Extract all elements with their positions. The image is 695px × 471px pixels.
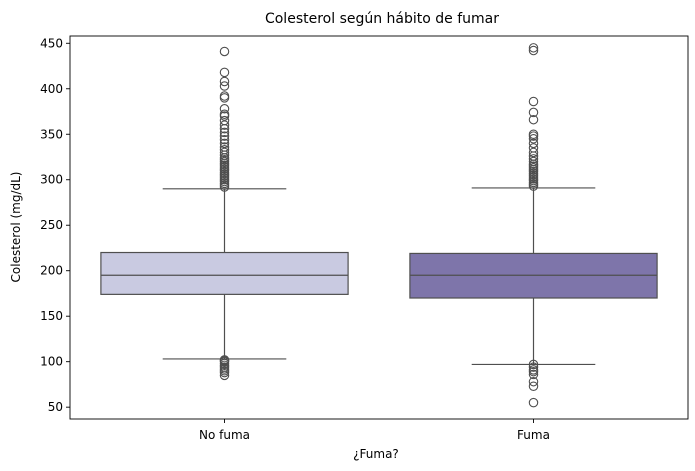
x-tick-label: Fuma <box>517 428 550 442</box>
outlier-point <box>219 120 230 130</box>
y-axis: 50 100 150 200 250 300 350 400 450 <box>40 36 70 414</box>
outlier-point <box>528 397 539 408</box>
y-tick-label: 400 <box>40 82 63 96</box>
x-axis: No fuma Fuma <box>199 419 550 442</box>
y-tick-label: 150 <box>40 309 63 323</box>
outlier-point <box>528 143 539 153</box>
outlier-point <box>528 359 539 370</box>
outlier-point <box>528 138 539 149</box>
y-tick-label: 50 <box>48 400 63 414</box>
outlier-point <box>528 362 539 372</box>
outlier-point <box>528 43 539 53</box>
outlier-point <box>219 355 230 365</box>
x-axis-label: ¿Fuma? <box>353 447 399 461</box>
outlier-point <box>528 154 539 164</box>
outlier-point <box>219 93 230 103</box>
outlier-point <box>219 76 230 87</box>
outlier-point <box>528 147 539 158</box>
outlier-point <box>219 46 230 57</box>
y-tick-label: 300 <box>40 173 63 187</box>
y-tick-label: 100 <box>40 355 63 369</box>
outlier-point <box>219 67 230 78</box>
outlier-point <box>528 156 539 167</box>
outlier-point <box>219 138 230 149</box>
outlier-point <box>528 381 539 391</box>
outlier-point <box>528 45 539 56</box>
x-tick-label: No fuma <box>199 428 250 442</box>
outlier-point <box>528 376 539 387</box>
outlier-point <box>219 134 230 145</box>
box-group-1 <box>409 43 658 408</box>
y-tick-label: 450 <box>40 36 63 50</box>
outlier-point <box>219 104 230 114</box>
y-tick-label: 250 <box>40 218 63 232</box>
outlier-point <box>219 131 230 141</box>
outlier-point <box>219 91 230 101</box>
plot-area <box>69 35 689 420</box>
outlier-point <box>528 114 539 125</box>
box-group-0 <box>100 46 349 381</box>
outlier-point <box>528 365 539 375</box>
outlier-point <box>219 142 230 152</box>
y-axis-label: Colesterol (mg/dL) <box>9 172 23 283</box>
outlier-point <box>528 107 539 118</box>
outlier-point <box>219 147 230 158</box>
outlier-point <box>219 109 230 119</box>
outlier-point <box>528 96 539 107</box>
outlier-point <box>528 129 539 140</box>
y-tick-label: 200 <box>40 264 63 278</box>
y-tick-label: 350 <box>40 127 63 141</box>
outlier-point <box>219 81 230 91</box>
outlier-point <box>219 115 230 126</box>
chart-title: Colesterol según hábito de fumar <box>265 11 499 27</box>
outlier-point <box>528 369 539 380</box>
outlier-point <box>219 144 230 155</box>
outlier-point <box>528 134 539 144</box>
outlier-point <box>219 127 230 138</box>
iqr-box <box>100 251 349 295</box>
boxes <box>100 43 658 408</box>
